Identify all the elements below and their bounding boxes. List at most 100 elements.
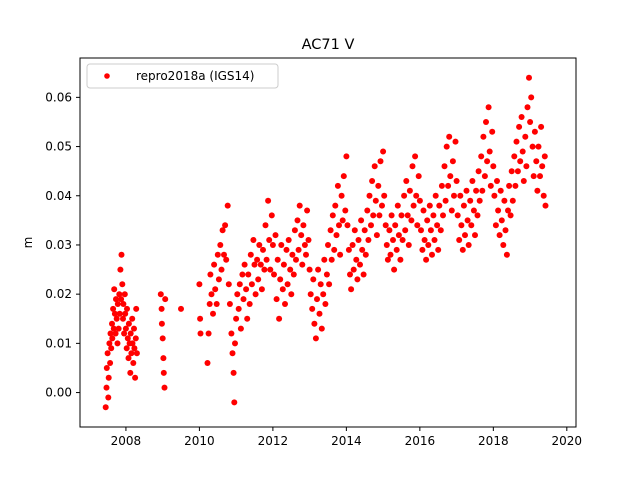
x-axis: 2008 2010 2012 2014 2016 2018 2020 bbox=[111, 427, 582, 448]
data-point bbox=[104, 350, 111, 357]
data-point bbox=[408, 217, 415, 224]
data-point bbox=[434, 222, 441, 229]
data-point bbox=[503, 251, 510, 258]
data-point bbox=[531, 128, 538, 135]
chart-title: AC71 V bbox=[302, 37, 355, 53]
data-point bbox=[197, 330, 204, 337]
data-point bbox=[206, 301, 213, 307]
data-point bbox=[129, 315, 136, 322]
data-point bbox=[197, 315, 204, 322]
data-point bbox=[178, 305, 184, 312]
data-point bbox=[489, 128, 496, 135]
data-point bbox=[403, 178, 410, 184]
data-point bbox=[305, 237, 312, 243]
data-point bbox=[458, 222, 465, 229]
data-point bbox=[336, 222, 342, 229]
data-point bbox=[541, 153, 548, 160]
data-point bbox=[476, 197, 483, 204]
data-point bbox=[107, 360, 114, 366]
data-point bbox=[107, 330, 114, 337]
data-point bbox=[464, 217, 471, 224]
data-point bbox=[133, 305, 140, 312]
data-point bbox=[418, 227, 424, 234]
data-point bbox=[318, 325, 325, 332]
y-tick-label: 0.05 bbox=[45, 140, 72, 154]
data-point bbox=[454, 212, 461, 219]
data-point bbox=[511, 153, 518, 160]
data-point bbox=[325, 242, 331, 248]
data-point bbox=[290, 271, 297, 278]
data-point bbox=[473, 187, 480, 194]
data-point bbox=[512, 182, 519, 189]
data-point bbox=[282, 301, 288, 307]
data-point bbox=[366, 192, 373, 199]
data-point bbox=[349, 242, 356, 248]
data-point bbox=[218, 266, 225, 273]
data-point bbox=[246, 301, 253, 307]
data-point bbox=[262, 222, 269, 229]
data-point bbox=[159, 335, 166, 342]
data-point bbox=[109, 320, 115, 327]
data-point bbox=[266, 237, 273, 243]
data-point bbox=[406, 187, 413, 194]
data-point bbox=[320, 291, 327, 298]
data-point bbox=[443, 143, 450, 150]
data-point bbox=[265, 197, 272, 204]
data-point bbox=[221, 251, 227, 258]
data-point bbox=[245, 271, 252, 278]
data-point bbox=[247, 251, 254, 258]
data-point bbox=[256, 242, 263, 248]
data-point bbox=[432, 192, 439, 199]
data-point bbox=[431, 237, 438, 243]
data-point bbox=[423, 256, 430, 263]
data-point bbox=[474, 212, 481, 219]
data-point bbox=[315, 266, 322, 273]
data-point bbox=[130, 360, 137, 366]
data-point bbox=[539, 163, 546, 170]
data-point bbox=[401, 192, 408, 199]
data-point bbox=[393, 246, 400, 253]
data-point bbox=[390, 237, 396, 243]
data-point bbox=[361, 227, 368, 234]
data-point bbox=[491, 192, 498, 199]
data-point bbox=[438, 182, 445, 189]
data-point bbox=[413, 192, 420, 199]
data-point bbox=[492, 222, 499, 229]
data-point bbox=[124, 335, 131, 342]
data-point bbox=[337, 251, 344, 258]
data-point bbox=[158, 305, 165, 312]
data-point bbox=[497, 187, 504, 194]
data-point bbox=[212, 286, 219, 293]
data-point bbox=[478, 153, 485, 160]
data-point bbox=[456, 237, 463, 243]
data-point bbox=[229, 350, 236, 357]
data-point bbox=[208, 291, 215, 298]
data-point bbox=[205, 330, 212, 337]
data-point bbox=[299, 261, 306, 268]
data-point bbox=[316, 310, 323, 317]
data-point bbox=[370, 212, 377, 219]
data-point bbox=[513, 138, 520, 145]
data-point bbox=[364, 207, 371, 214]
data-point bbox=[354, 276, 361, 283]
y-axis: 0.00 0.01 0.02 0.03 0.04 0.05 0.06 bbox=[45, 90, 80, 400]
data-point bbox=[105, 374, 112, 381]
data-point bbox=[295, 246, 302, 253]
data-point bbox=[462, 232, 468, 239]
data-point bbox=[323, 271, 330, 278]
data-point bbox=[528, 94, 535, 101]
data-point bbox=[516, 123, 523, 130]
data-point bbox=[483, 119, 489, 125]
data-point bbox=[475, 168, 482, 175]
data-point bbox=[472, 232, 478, 239]
data-point bbox=[110, 305, 117, 312]
data-point bbox=[518, 114, 525, 120]
data-point bbox=[334, 182, 341, 189]
y-tick-label: 0.00 bbox=[45, 386, 72, 400]
data-point bbox=[381, 192, 388, 199]
data-point bbox=[347, 271, 353, 278]
data-point bbox=[298, 232, 305, 239]
data-point bbox=[118, 251, 125, 258]
data-point bbox=[486, 148, 493, 155]
data-point bbox=[224, 202, 231, 209]
